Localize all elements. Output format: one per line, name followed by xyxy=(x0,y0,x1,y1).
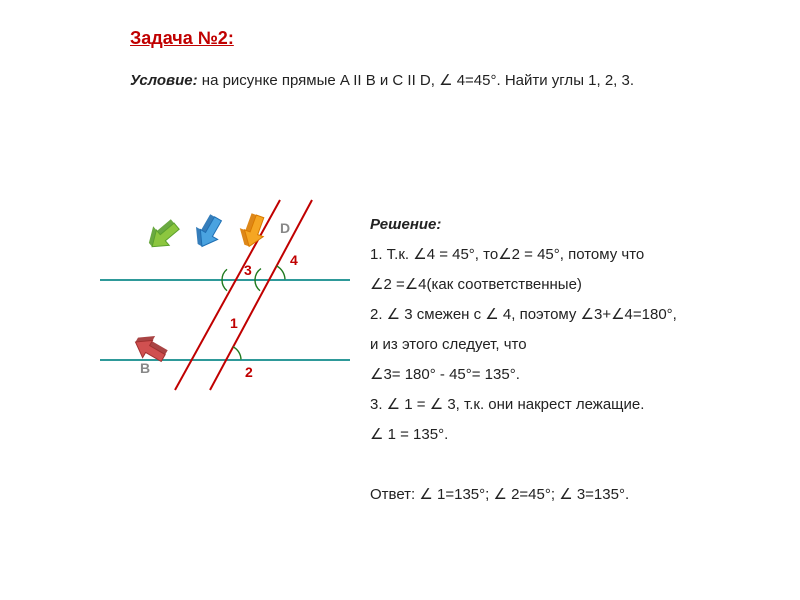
solution-line: 3. ∠ 1 = ∠ 3, т.к. они накрест лежащие. xyxy=(370,390,770,420)
solution-line: 2. ∠ 3 смежен с ∠ 4, поэтому ∠3+∠4=180°, xyxy=(370,300,770,330)
solution-lines: 1. Т.к. ∠4 = 45°, то∠2 = 45°, потому что… xyxy=(370,240,770,510)
diagram-label: 2 xyxy=(245,364,253,380)
solution-line: ∠3= 180° - 45°= 135°. xyxy=(370,360,770,390)
diagram-label: B xyxy=(140,360,150,376)
diagram-svg xyxy=(80,180,360,430)
solution-line xyxy=(370,450,770,480)
solution-line: Ответ: ∠ 1=135°; ∠ 2=45°; ∠ 3=135°. xyxy=(370,480,770,510)
diagram-label: 3 xyxy=(244,262,252,278)
solution-line: и из этого следует, что xyxy=(370,330,770,360)
solution-line: ∠ 1 = 135°. xyxy=(370,420,770,450)
solution-line: ∠2 =∠4(как соответственные) xyxy=(370,270,770,300)
solution-block: Решение: 1. Т.к. ∠4 = 45°, то∠2 = 45°, п… xyxy=(370,210,770,510)
diagram-label: 4 xyxy=(290,252,298,268)
solution-label: Решение: xyxy=(370,210,770,240)
diagram-label: 1 xyxy=(230,315,238,331)
problem-title: Задача №2: xyxy=(130,28,234,49)
condition-text: на рисунке прямые A II B и C II D, ∠ 4=4… xyxy=(198,72,634,89)
condition-block: Условие: на рисунке прямые A II B и C II… xyxy=(130,70,710,93)
solution-line: 1. Т.к. ∠4 = 45°, то∠2 = 45°, потому что xyxy=(370,240,770,270)
condition-label: Условие: xyxy=(130,72,198,89)
diagram-label: D xyxy=(280,220,290,236)
geometry-diagram: D B 1 2 3 4 xyxy=(80,180,360,430)
